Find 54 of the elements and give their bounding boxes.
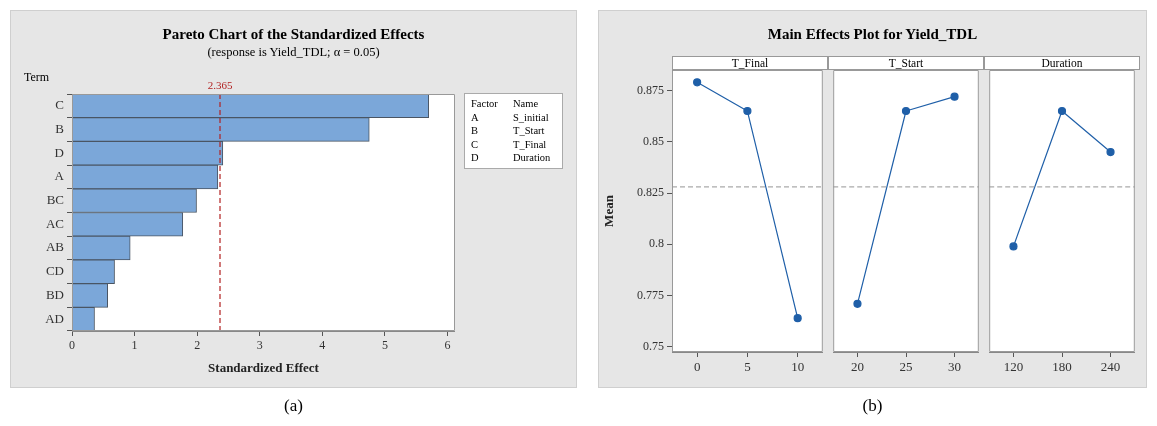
y-tick-label: A	[54, 168, 65, 184]
y-tick-label: 0.825	[637, 185, 664, 200]
chart-title: Pareto Chart of the Standardized Effects	[161, 26, 426, 43]
x-tick-label: 2	[194, 338, 201, 353]
text: Name	[513, 97, 540, 111]
text: Main Effects Plot for Yield_TDL	[766, 26, 979, 43]
text: B	[471, 124, 479, 138]
text: Factor	[471, 97, 499, 111]
x-tick-label: 4	[319, 338, 326, 353]
chart-subtitle: T_Final	[672, 56, 828, 70]
y-tick-label: 0.875	[637, 82, 664, 97]
x-tick-label: 10	[791, 359, 805, 375]
chart-subtitle: (response is Yield_TDL; α = 0.05)	[206, 45, 381, 60]
y-tick-label: 0.8	[649, 236, 664, 251]
text: T_Final	[513, 137, 548, 151]
y-tick-label: B	[55, 120, 65, 136]
y-tick-label: AB	[45, 239, 65, 255]
x-tick-label: 5	[744, 359, 751, 375]
ref-line-label: 2.365	[207, 79, 233, 92]
x-tick-label: 20	[850, 359, 864, 375]
x-tick-label: 6	[444, 338, 451, 353]
y-tick-label: BC	[46, 192, 64, 208]
x-tick-label: 25	[899, 359, 913, 375]
text: T_Start	[513, 124, 546, 138]
text: S_initial	[513, 110, 550, 124]
y-tick-label: CD	[45, 263, 64, 279]
x-tick-label: 3	[256, 338, 263, 353]
x-tick-label: 5	[381, 338, 388, 353]
y-tick-label: BD	[45, 286, 64, 302]
x-tick-label: 0	[69, 338, 75, 353]
x-tick-label: 30	[948, 359, 962, 375]
text: (a)	[283, 396, 304, 416]
y-tick-label: 0.85	[643, 133, 664, 148]
x-tick-label: 120	[1003, 359, 1024, 375]
y-tick-label: 0.75	[643, 339, 664, 354]
text: C	[471, 137, 479, 151]
text: D	[471, 151, 480, 165]
y-tick-label: D	[54, 144, 64, 160]
chart-subtitle: Duration	[984, 56, 1140, 70]
y-axis-title: Mean	[601, 194, 617, 227]
text: A	[471, 110, 480, 124]
text: (b)	[861, 396, 884, 416]
x-tick-label: 1	[131, 338, 138, 353]
y-axis-title: Term	[24, 70, 50, 85]
chart-subtitle: T_Start	[828, 56, 984, 70]
y-tick-label: 0.775	[637, 287, 664, 302]
x-axis-title: Standardized Effect	[208, 359, 320, 375]
y-tick-label: AD	[45, 310, 64, 326]
x-tick-label: 240	[1100, 359, 1121, 375]
y-tick-label: C	[55, 97, 64, 113]
x-tick-label: 0	[693, 359, 701, 375]
text: Duration	[513, 151, 552, 165]
x-tick-label: 180	[1052, 359, 1072, 375]
y-tick-label: AC	[45, 215, 64, 231]
